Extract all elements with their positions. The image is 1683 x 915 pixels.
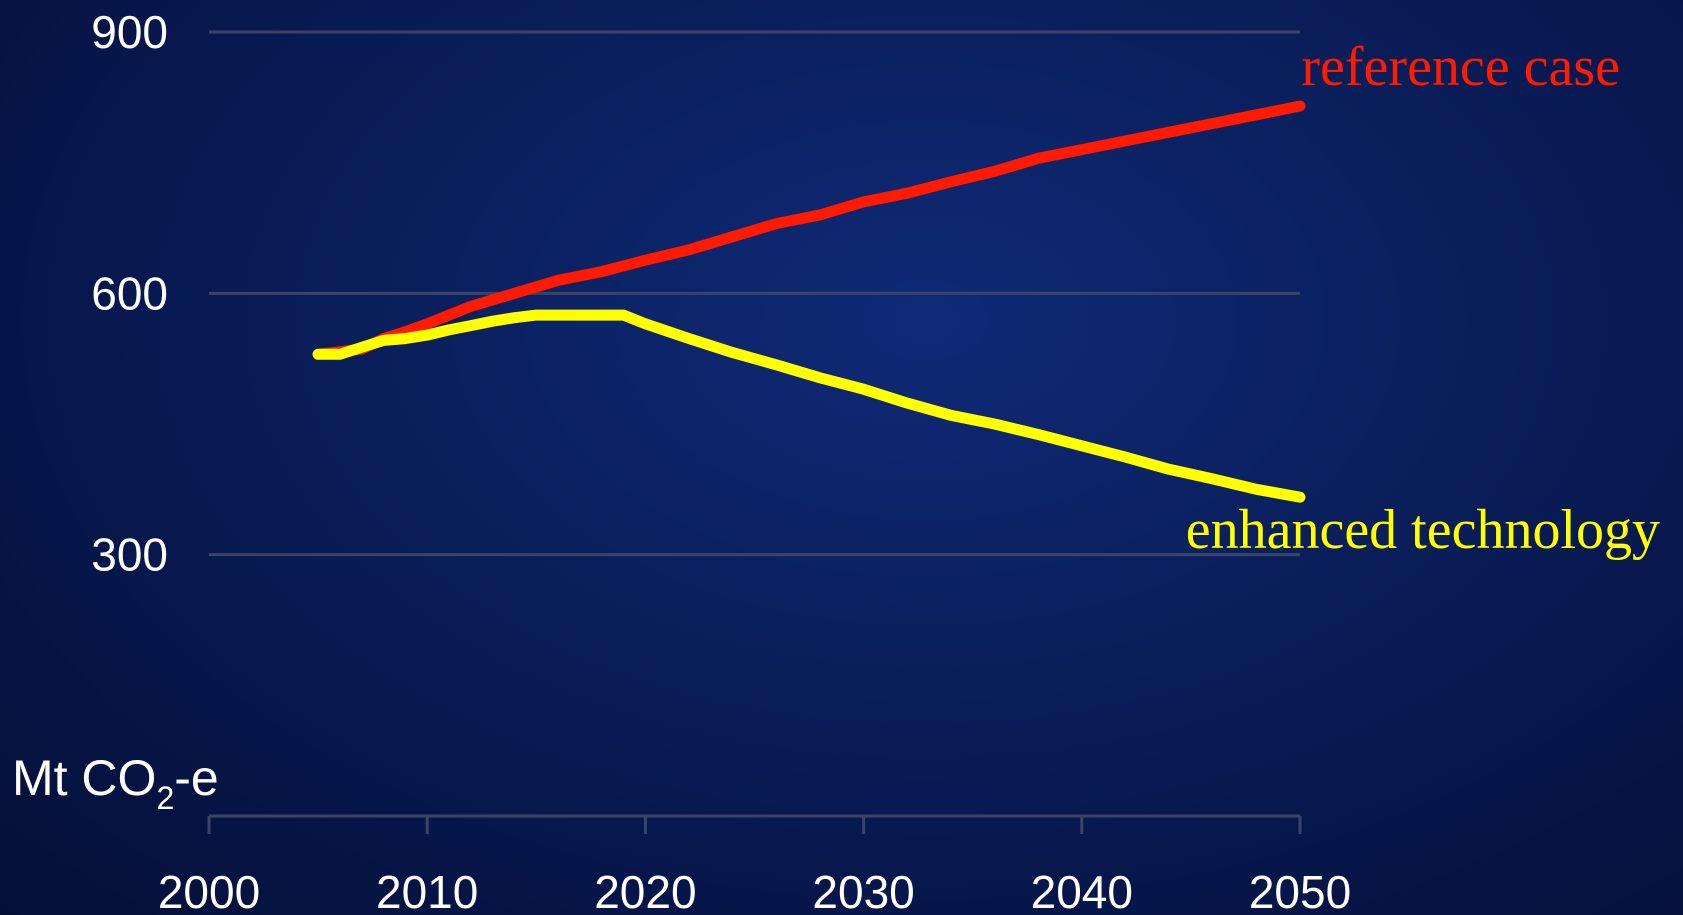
x-tick-label-2030: 2030 xyxy=(812,866,914,915)
series-line-reference-case xyxy=(312,100,1306,360)
x-tick-label-2000: 2000 xyxy=(158,866,260,915)
x-tick-label-2040: 2040 xyxy=(1031,866,1133,915)
series-labels: reference case enhanced technology xyxy=(1186,36,1660,561)
y-tick-label-300: 300 xyxy=(91,529,168,581)
y-axis-unit-prefix: Mt CO xyxy=(12,750,156,806)
series-lines xyxy=(312,100,1306,503)
y-axis-unit-subscript: 2 xyxy=(156,780,174,816)
x-tick-label-2050: 2050 xyxy=(1249,866,1351,915)
series-line-enhanced-technology xyxy=(312,309,1306,503)
y-tick-label-900: 900 xyxy=(91,6,168,58)
tick-labels: 300 600 900 2000 2010 2020 2030 2040 2050 xyxy=(91,6,1351,915)
y-axis-unit-suffix: -e xyxy=(174,750,218,806)
y-tick-label-600: 600 xyxy=(91,267,168,319)
series-label-reference-case: reference case xyxy=(1301,36,1620,98)
x-tick-label-2020: 2020 xyxy=(594,866,696,915)
series-label-enhanced-technology: enhanced technology xyxy=(1186,499,1660,561)
x-tick-label-2010: 2010 xyxy=(376,866,478,915)
y-axis-unit-label: Mt CO2-e xyxy=(12,750,219,816)
x-axis xyxy=(207,814,1302,834)
grid-lines xyxy=(209,30,1300,557)
